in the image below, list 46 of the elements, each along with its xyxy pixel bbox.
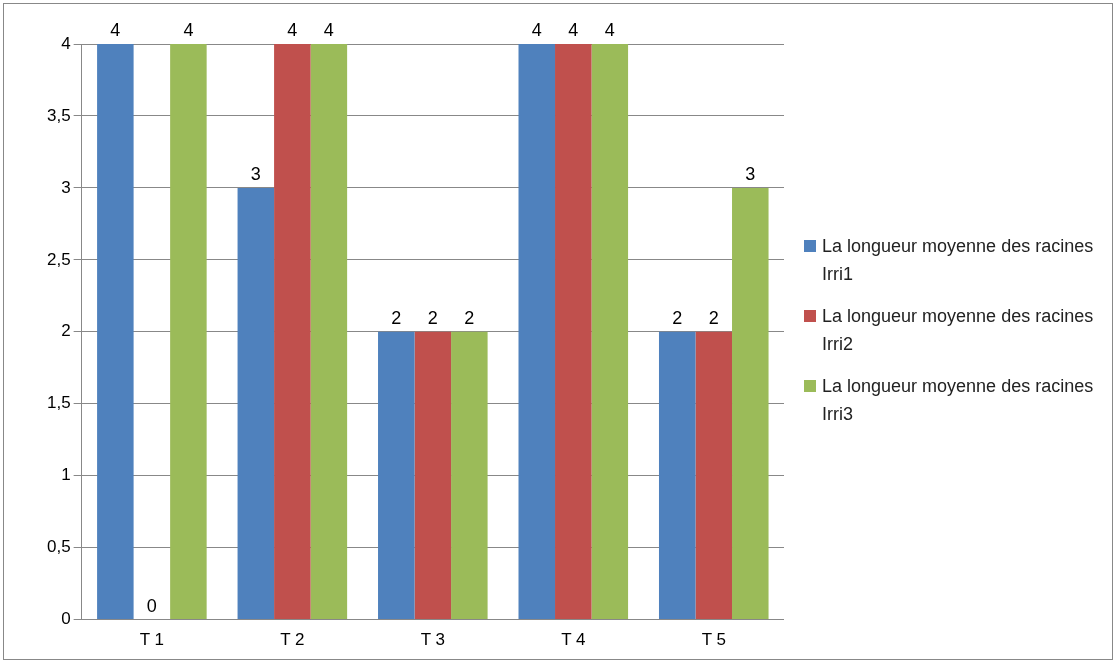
y-tick-label: 0,5 <box>46 537 71 557</box>
legend-label: La longueur moyenne des racines Irri2 <box>822 305 1095 356</box>
data-label: 4 <box>568 19 579 40</box>
data-label: 2 <box>464 307 475 328</box>
x-tick-label: T 1 <box>139 630 164 650</box>
bar <box>274 44 311 620</box>
bar <box>414 331 452 620</box>
data-label: 4 <box>287 19 298 40</box>
data-label: 2 <box>672 307 683 328</box>
data-label: 2 <box>391 307 402 328</box>
y-tick-label: 1 <box>61 465 71 485</box>
bar <box>591 44 629 620</box>
bar <box>732 187 769 620</box>
x-tick-label: T 5 <box>701 630 726 650</box>
x-tick-label: T 2 <box>280 630 305 650</box>
bar <box>658 331 696 620</box>
legend-label: La longueur moyenne des racines Irri3 <box>822 375 1095 426</box>
y-tick-label: 2,5 <box>46 249 71 269</box>
y-tick-label: 3 <box>61 177 71 197</box>
data-label: 2 <box>427 307 438 328</box>
y-tick-label: 1,5 <box>46 393 71 413</box>
data-label: 3 <box>250 163 261 184</box>
data-label: 0 <box>146 595 157 616</box>
y-tick-label: 2 <box>61 321 71 341</box>
data-label: 4 <box>183 19 194 40</box>
bar <box>237 187 275 620</box>
y-tick-label: 0 <box>61 609 71 629</box>
data-label: 3 <box>745 163 756 184</box>
y-tick-label: 4 <box>61 33 71 53</box>
x-tick-label: T 4 <box>561 630 586 650</box>
data-label: 4 <box>110 19 121 40</box>
bar <box>695 331 733 620</box>
data-label: 4 <box>604 19 615 40</box>
data-label: 4 <box>323 19 334 40</box>
y-tick-label: 3,5 <box>46 105 71 125</box>
bar <box>97 44 134 620</box>
bar <box>555 44 592 620</box>
data-label: 4 <box>531 19 542 40</box>
bar <box>451 331 488 620</box>
bar <box>378 331 415 620</box>
data-label: 2 <box>708 307 719 328</box>
legend-label: La longueur moyenne des racines Irri1 <box>822 235 1095 286</box>
bar <box>310 44 348 620</box>
x-tick-label: T 3 <box>420 630 445 650</box>
bar <box>170 44 207 620</box>
bar <box>518 44 556 620</box>
